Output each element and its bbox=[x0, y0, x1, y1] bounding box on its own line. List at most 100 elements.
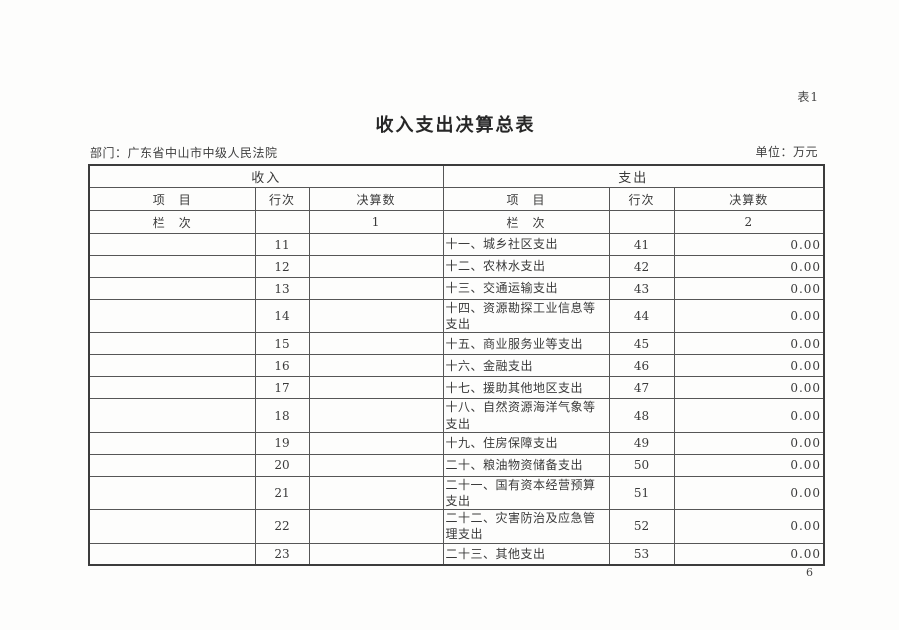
income-lineno-cell: 21 bbox=[254, 475, 310, 511]
income-item-cell bbox=[88, 542, 256, 566]
expense-item-cell: 二十二、灾害防治及应急管理支出 bbox=[442, 509, 610, 544]
expense-lineno-header: 行次 bbox=[608, 187, 675, 211]
expense-lineno-cell: 51 bbox=[608, 475, 675, 511]
income-amount-cell bbox=[308, 431, 444, 455]
table-row: 22 二十二、灾害防治及应急管理支出 52 0.00 bbox=[88, 509, 825, 544]
income-item-cell bbox=[88, 354, 256, 378]
unit-label: 单位：万元 bbox=[755, 145, 818, 159]
expense-amount-cell: 0.00 bbox=[673, 298, 825, 334]
page-number: 6 bbox=[806, 566, 813, 579]
expense-item-cell: 十三、交通运输支出 bbox=[442, 277, 610, 300]
income-amount-cell bbox=[308, 398, 444, 433]
expense-lineno-cell: 43 bbox=[608, 277, 675, 300]
income-lineno-cell: 14 bbox=[254, 298, 310, 334]
income-item-cell bbox=[88, 453, 256, 477]
expense-item-cell: 十五、商业服务业等支出 bbox=[442, 332, 610, 356]
income-lineno-cell: 15 bbox=[254, 332, 310, 356]
income-amount-header: 决算数 bbox=[308, 187, 444, 211]
income-amount-cell bbox=[308, 509, 444, 544]
income-amount-cell bbox=[308, 376, 444, 400]
income-lineno-cell: 13 bbox=[254, 277, 310, 300]
table-row: 20 二十、粮油物资储备支出 50 0.00 bbox=[88, 453, 825, 477]
income-lineno-cell: 20 bbox=[254, 453, 310, 477]
income-item-cell bbox=[88, 509, 256, 544]
expense-lineno-cell: 47 bbox=[608, 376, 675, 400]
expense-item-cell: 二十一、国有资本经营预算支出 bbox=[442, 475, 610, 511]
expense-lineno-cell: 48 bbox=[608, 398, 675, 433]
expense-amount-cell: 0.00 bbox=[673, 398, 825, 433]
income-lineno-header: 行次 bbox=[254, 187, 310, 211]
income-item-header: 项 目 bbox=[88, 187, 256, 211]
income-index-label: 栏 次 bbox=[88, 210, 256, 234]
sheet-tag: 表1 bbox=[797, 90, 819, 104]
expense-lineno-cell: 52 bbox=[608, 509, 675, 544]
expense-index-label: 栏 次 bbox=[442, 210, 610, 234]
expense-lineno-cell: 49 bbox=[608, 431, 675, 455]
expense-lineno-cell: 53 bbox=[608, 542, 675, 566]
section-header-row: 收入 支出 bbox=[88, 164, 825, 188]
income-item-cell bbox=[88, 332, 256, 356]
expense-index-number: 2 bbox=[673, 210, 825, 234]
expense-lineno-cell: 44 bbox=[608, 298, 675, 334]
column-header-row: 项 目 行次 决算数 项 目 行次 决算数 bbox=[88, 187, 825, 211]
income-item-cell bbox=[88, 376, 256, 400]
summary-table: 收入 支出 项 目 行次 决算数 项 目 行次 决算数 栏 次 1 栏 次 2 bbox=[88, 164, 826, 566]
income-item-cell bbox=[88, 431, 256, 455]
expense-lineno-cell: 41 bbox=[608, 233, 675, 256]
income-amount-cell bbox=[308, 277, 444, 300]
income-lineno-cell: 22 bbox=[254, 509, 310, 544]
page-title: 收入支出决算总表 bbox=[375, 115, 536, 136]
expense-item-cell: 十一、城乡社区支出 bbox=[442, 233, 610, 256]
income-lineno-cell: 11 bbox=[254, 233, 310, 256]
table-row: 16 十六、金融支出 46 0.00 bbox=[88, 354, 825, 378]
table-row: 14 十四、资源勘探工业信息等支出 44 0.00 bbox=[88, 298, 825, 334]
expense-amount-cell: 0.00 bbox=[673, 332, 825, 356]
income-index-number: 1 bbox=[308, 210, 444, 234]
expense-lineno-cell: 42 bbox=[608, 255, 675, 278]
expense-lineno-cell: 45 bbox=[608, 332, 675, 356]
income-amount-cell bbox=[308, 298, 444, 334]
expense-amount-cell: 0.00 bbox=[673, 453, 825, 477]
expense-item-cell: 十四、资源勘探工业信息等支出 bbox=[442, 298, 610, 334]
income-amount-cell bbox=[308, 453, 444, 477]
expense-amount-cell: 0.00 bbox=[673, 354, 825, 378]
expense-item-cell: 十九、住房保障支出 bbox=[442, 431, 610, 455]
income-lineno-cell: 12 bbox=[254, 255, 310, 278]
income-amount-cell bbox=[308, 542, 444, 566]
income-lineno-cell: 23 bbox=[254, 542, 310, 566]
income-item-cell bbox=[88, 255, 256, 278]
table-row: 15 十五、商业服务业等支出 45 0.00 bbox=[88, 332, 825, 356]
expense-index-spacer bbox=[608, 210, 675, 234]
expense-amount-cell: 0.00 bbox=[673, 431, 825, 455]
table-row: 19 十九、住房保障支出 49 0.00 bbox=[88, 431, 825, 455]
income-index-spacer bbox=[254, 210, 310, 234]
department-label: 部门：广东省中山市中级人民法院 bbox=[90, 146, 278, 160]
table-row: 23 二十三、其他支出 53 0.00 bbox=[88, 542, 825, 566]
expense-item-header: 项 目 bbox=[442, 187, 610, 211]
expense-section-header: 支出 bbox=[442, 164, 825, 188]
income-amount-cell bbox=[308, 255, 444, 278]
expense-amount-header: 决算数 bbox=[673, 187, 825, 211]
income-item-cell bbox=[88, 298, 256, 334]
table-row: 17 十七、援助其他地区支出 47 0.00 bbox=[88, 376, 825, 400]
column-index-row: 栏 次 1 栏 次 2 bbox=[88, 210, 825, 234]
expense-item-cell: 十八、自然资源海洋气象等支出 bbox=[442, 398, 610, 433]
expense-amount-cell: 0.00 bbox=[673, 255, 825, 278]
table-row: 13 十三、交通运输支出 43 0.00 bbox=[88, 277, 825, 300]
income-item-cell bbox=[88, 475, 256, 511]
income-amount-cell bbox=[308, 233, 444, 256]
expense-item-cell: 二十、粮油物资储备支出 bbox=[442, 453, 610, 477]
income-item-cell bbox=[88, 233, 256, 256]
income-item-cell bbox=[88, 398, 256, 433]
income-lineno-cell: 18 bbox=[254, 398, 310, 433]
table-row: 21 二十一、国有资本经营预算支出 51 0.00 bbox=[88, 475, 825, 511]
income-lineno-cell: 19 bbox=[254, 431, 310, 455]
income-section-header: 收入 bbox=[88, 164, 444, 188]
income-item-cell bbox=[88, 277, 256, 300]
expense-amount-cell: 0.00 bbox=[673, 233, 825, 256]
table-row: 11 十一、城乡社区支出 41 0.00 bbox=[88, 233, 825, 256]
expense-item-cell: 十六、金融支出 bbox=[442, 354, 610, 378]
expense-amount-cell: 0.00 bbox=[673, 277, 825, 300]
expense-lineno-cell: 46 bbox=[608, 354, 675, 378]
